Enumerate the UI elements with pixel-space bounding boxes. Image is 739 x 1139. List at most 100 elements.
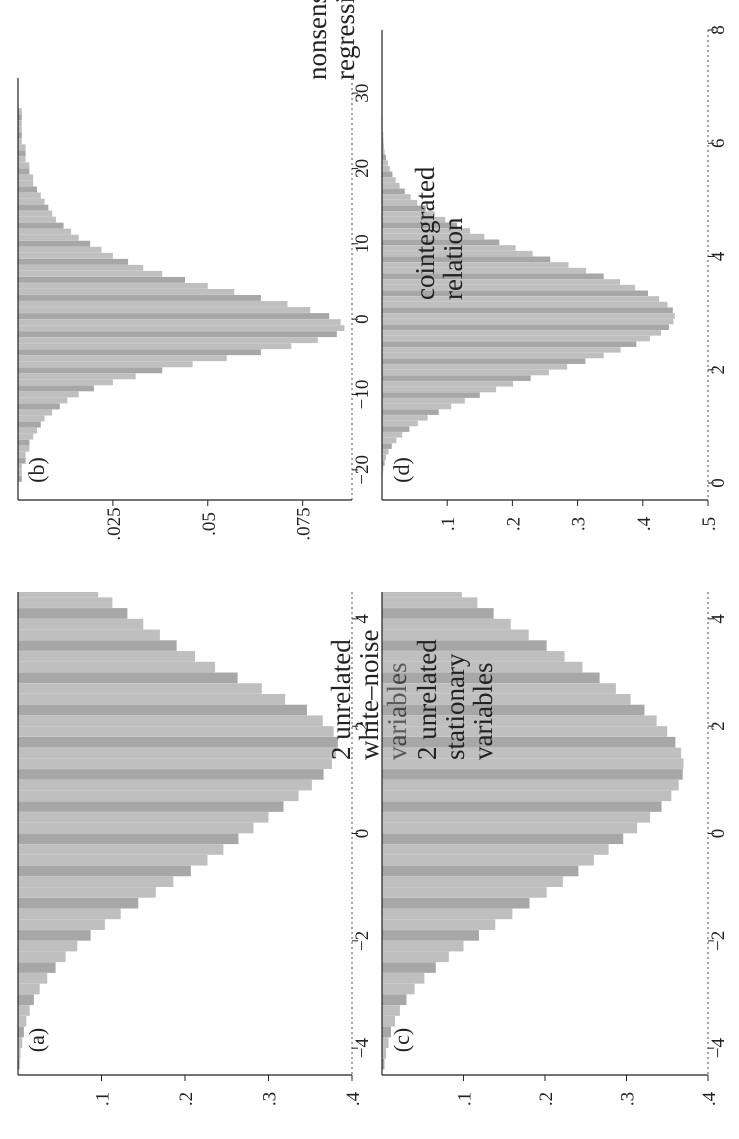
panel-a-y-tick-label: .3: [260, 1092, 281, 1106]
panel-c-bar: [382, 930, 479, 941]
panel-c-bar: [382, 897, 530, 909]
panel-c-bar: [382, 683, 616, 694]
panel-d-bar: [382, 188, 405, 195]
panel-a-x-tick-label: 0: [352, 829, 373, 839]
panel-a-bar: [18, 973, 48, 984]
panel-a-bar: [18, 747, 337, 759]
panel-a-bar: [18, 1058, 20, 1070]
panel-a-bar: [18, 919, 105, 930]
panel-d-x-tick-label: 4: [708, 251, 729, 261]
panel-c-bar: [382, 779, 679, 791]
panel-b-bar: [18, 282, 208, 289]
panel-a-bar: [18, 865, 191, 877]
panel-c-bar: [382, 769, 683, 780]
panel-d-bar: [382, 341, 637, 347]
panel-b-bar: [18, 270, 163, 277]
panel-b-y-tick-label: .075: [294, 507, 315, 540]
panel-d-bar: [382, 454, 386, 461]
panel-b-bar: [18, 307, 311, 313]
panel-a-y-tick-label: .2: [176, 1092, 197, 1106]
panel-b-bar: [18, 168, 30, 175]
panel-b-bar: [18, 349, 261, 356]
panel-a-bar: [18, 887, 156, 898]
panel-a-y-tick-label: .4: [343, 1091, 364, 1106]
panel-b-bar: [18, 361, 193, 368]
panel-c-bar: [382, 715, 657, 727]
panel-b-x-tick-label: 10: [352, 234, 373, 253]
panel-c-bar: [382, 1037, 389, 1049]
panel-c-bar: [382, 1015, 396, 1027]
panel-c-bar: [382, 908, 513, 920]
panel-d-bar: [382, 137, 384, 144]
panel-d-bar: [382, 177, 396, 183]
panel-b-x-tick-label: 20: [352, 159, 373, 178]
panel-d-bar: [382, 301, 668, 308]
panel-c-bar: [382, 994, 407, 1006]
panel-d-bar: [382, 262, 569, 268]
panel-d-ticks: 0 2 4 6 8 .1 .2 .3 .4 .5: [438, 25, 729, 531]
panel-c-y-tick-label: .1: [455, 1092, 476, 1106]
panel-b-bar: [18, 397, 68, 404]
panel-a-bar: [18, 1026, 24, 1038]
panel-a-bar: [18, 994, 34, 1006]
panel-d-bar: [382, 194, 411, 200]
panel-b-annotation-line: nonsense: [302, 0, 332, 80]
panel-c-bar: [382, 951, 449, 963]
panel-d-bar: [382, 381, 514, 387]
panel-b-bar: [18, 210, 53, 217]
panel-b-bar: [18, 391, 79, 398]
panel-d-x-tick-label: 8: [708, 25, 729, 35]
panel-d-y-tick-label: .1: [438, 517, 459, 531]
panel-a-bar: [18, 769, 324, 780]
panel-a-bar: [18, 833, 239, 845]
panel-c-bar: [382, 833, 624, 845]
panel-b-bar: [18, 451, 26, 458]
panel-c-x-tick-label: −4: [708, 1038, 729, 1059]
panel-a-bar: [18, 672, 238, 684]
panel-c-bar: [382, 844, 609, 855]
panel-b-bar: [18, 469, 22, 476]
panel-d-bar: [382, 443, 392, 449]
panel-a-annotation-line: 2 unrelated: [326, 639, 356, 760]
panel-d-x-tick-label: 6: [708, 139, 729, 149]
panel-d-bar: [382, 432, 403, 438]
panel-b-bar: [18, 216, 56, 223]
panel-c-tag: (c): [389, 1028, 414, 1052]
panel-b-bar: [18, 240, 91, 247]
panel-c-bar: [382, 790, 672, 802]
panel-c-bar: [382, 1048, 387, 1059]
panel-c-y-tick-label: .2: [536, 1092, 557, 1106]
panel-d-bar: [382, 154, 386, 161]
panel-b-bar: [18, 337, 318, 344]
panel-a-bar: [18, 683, 262, 694]
panel-d-bar: [382, 437, 397, 444]
panel-a-bar: [18, 651, 196, 662]
panel-b-bar: [18, 174, 34, 181]
panel-d-y-tick-label: .4: [634, 516, 655, 531]
panel-a-bar: [18, 951, 66, 963]
panel-a-bar: [18, 844, 224, 855]
panel-c-x-tick-label: 2: [708, 721, 729, 731]
panel-b-bar: [18, 126, 22, 133]
panel-b-bar: [18, 409, 53, 416]
panel-d-bar: [382, 335, 650, 342]
panel-c-x-tick-label: −2: [708, 931, 729, 951]
panel-a-bar: [18, 983, 40, 995]
panel-c-y-tick-label: .3: [618, 1092, 639, 1106]
panel-c-bar: [382, 801, 662, 812]
panel-b-bar: [18, 427, 37, 434]
panel-b-bar: [18, 180, 34, 187]
panel-d-bar: [382, 324, 669, 330]
panel-a-bar: [18, 608, 128, 619]
panel-a-bar: [18, 779, 312, 791]
panel-b-bar: [18, 301, 288, 307]
panel-d-y-tick-label: .5: [699, 517, 720, 531]
panel-b-bar: [18, 367, 163, 374]
panel-d-bar: [382, 296, 660, 302]
panel-b-bar: [18, 162, 30, 169]
panel-d-bar: [382, 273, 604, 280]
panel-a-bar: [18, 812, 269, 823]
panel-d-bar: [382, 284, 635, 291]
